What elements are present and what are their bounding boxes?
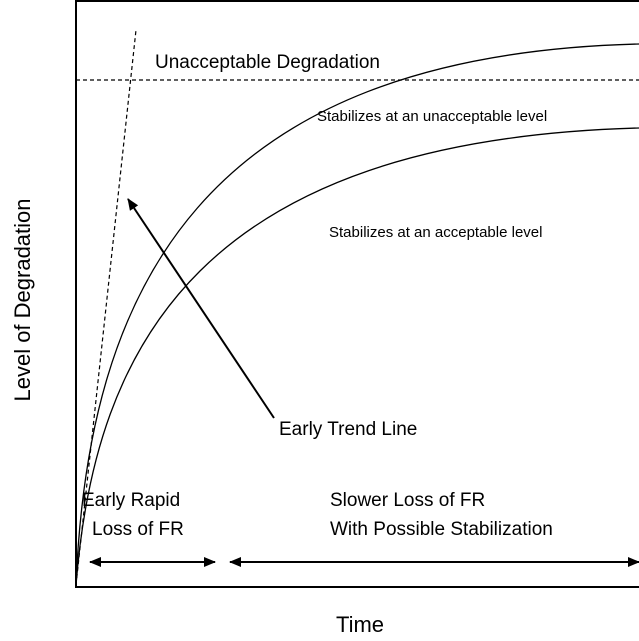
trend-label: Early Trend Line (279, 419, 417, 440)
phase-label: With Possible Stabilization (330, 519, 553, 540)
upper-curve (75, 43, 639, 586)
phase-label: Loss of FR (92, 519, 184, 540)
threshold-label: Unacceptable Degradation (155, 52, 380, 73)
phase-label: Slower Loss of FR (330, 490, 485, 511)
x-axis-label: Time (336, 612, 384, 637)
trend-arrow (127, 198, 275, 419)
trend-line (75, 29, 137, 586)
y-axis-label: Level of Degradation (10, 198, 35, 401)
curve-label: Stabilizes at an acceptable level (329, 224, 542, 241)
curve-label: Stabilizes at an unacceptable level (317, 108, 547, 125)
plot-frame (75, 0, 639, 588)
lower-curve (75, 127, 639, 586)
phase-label: Early Rapid (82, 490, 180, 511)
